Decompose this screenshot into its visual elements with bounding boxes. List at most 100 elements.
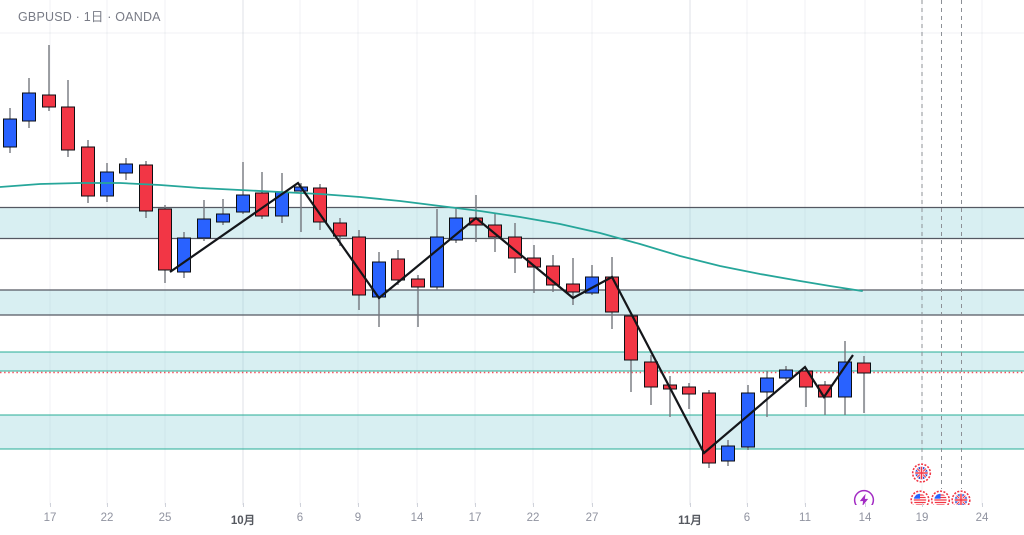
time-axis-label: 6: [296, 512, 304, 524]
time-axis-tick: [107, 503, 108, 507]
time-axis-tick: [243, 503, 244, 507]
time-axis-label: 11: [799, 512, 811, 524]
candle-down: [682, 383, 696, 409]
candle-up: [721, 440, 735, 466]
economic-event-gb-flag-icon[interactable]: [951, 490, 971, 510]
candle-body: [760, 377, 774, 393]
candle-up: [236, 162, 250, 214]
candle-up: [177, 232, 191, 278]
candle-body: [682, 386, 696, 395]
candle-down: [81, 140, 95, 203]
candle-down: [42, 45, 56, 111]
time-axis-tick: [300, 503, 301, 507]
time-axis-label: 25: [158, 512, 172, 524]
symbol-title: GBPUSD · 1日 · OANDA: [18, 10, 161, 24]
time-axis-label: 27: [585, 512, 599, 524]
time-axis-tick: [358, 503, 359, 507]
candle-body: [644, 361, 658, 388]
gb-flag: [915, 466, 928, 480]
candle-body: [158, 208, 172, 271]
price-zone-band: [0, 352, 1024, 371]
gb-flag: [954, 493, 968, 507]
price-zone-band: [0, 415, 1024, 449]
time-axis-tick: [165, 503, 166, 507]
candle-down: [605, 257, 619, 329]
time-axis-tick: [922, 503, 923, 507]
candle-body: [22, 92, 36, 122]
time-axis-label: 17: [43, 512, 57, 524]
candle-body: [3, 118, 17, 148]
candle-body: [177, 237, 191, 273]
candle-down: [391, 250, 405, 285]
time-axis-tick: [592, 503, 593, 507]
time-axis-label: 6: [743, 512, 751, 524]
zigzag-trend-line[interactable]: [169, 181, 854, 455]
candle-down: [158, 205, 172, 283]
candle-body: [333, 222, 347, 237]
economic-event-gb-flag-icon[interactable]: [911, 463, 932, 483]
candle-up: [216, 199, 230, 225]
time-axis-label: 14: [858, 512, 872, 524]
candle-body: [61, 106, 75, 151]
candle-down: [702, 390, 716, 468]
us-flag: [934, 493, 947, 507]
time-axis-label: 14: [410, 512, 424, 524]
time-axis-tick: [50, 503, 51, 507]
time-axis-tick: [533, 503, 534, 507]
time-axis-tick: [747, 503, 748, 507]
candle-body: [449, 217, 463, 241]
candle-body: [197, 218, 211, 239]
candle-down: [857, 356, 871, 413]
candle-body: [275, 191, 289, 217]
candle-body: [566, 283, 580, 293]
candle-up: [197, 200, 211, 241]
time-axis-tick: [690, 503, 691, 507]
lightning-bolt: [859, 493, 869, 507]
candle-body: [391, 258, 405, 281]
candle-up: [760, 371, 774, 417]
candle-up: [779, 366, 793, 381]
time-axis-label: 9: [354, 512, 362, 524]
candle-body: [779, 369, 793, 379]
time-axis-month-label: 11月: [678, 515, 702, 527]
time-axis-label: 22: [100, 512, 114, 524]
candle-body: [216, 213, 230, 223]
candle-body: [430, 236, 444, 288]
candle-body: [139, 164, 153, 212]
candle-body: [605, 276, 619, 313]
candle-body: [42, 94, 56, 108]
candle-body: [488, 224, 502, 238]
time-axis[interactable]: 17 22 25 10月 6 9 14 17 22 27 11月 6 11 14 19 24: [0, 503, 1024, 535]
candle-up: [22, 78, 36, 128]
time-axis-tick: [417, 503, 418, 507]
candle-up: [449, 207, 463, 243]
candle-body: [411, 278, 425, 288]
candle-body: [81, 146, 95, 197]
candle-body: [799, 370, 813, 388]
time-axis-tick: [865, 503, 866, 507]
time-axis-label: 19: [915, 512, 929, 524]
price-zone-band: [0, 207, 1024, 239]
candle-up: [119, 158, 133, 180]
candle-up: [3, 108, 17, 153]
moving-average-line[interactable]: [0, 182, 863, 292]
price-zone-band: [0, 290, 1024, 315]
candle-down: [313, 184, 327, 230]
time-axis-label: 17: [468, 512, 482, 524]
candle-down: [624, 313, 638, 392]
candle-up: [372, 252, 386, 327]
candle-body: [236, 194, 250, 213]
candle-body: [119, 163, 133, 174]
candle-down: [818, 381, 832, 415]
candle-body: [624, 315, 638, 361]
time-axis-month-label: 10月: [230, 515, 256, 527]
candle-body: [857, 362, 871, 374]
time-axis-tick: [805, 503, 806, 507]
candle-up: [741, 385, 755, 450]
time-axis-label: 22: [526, 512, 540, 524]
candle-body: [721, 445, 735, 462]
candle-body: [352, 236, 366, 296]
time-axis-tick: [475, 503, 476, 507]
